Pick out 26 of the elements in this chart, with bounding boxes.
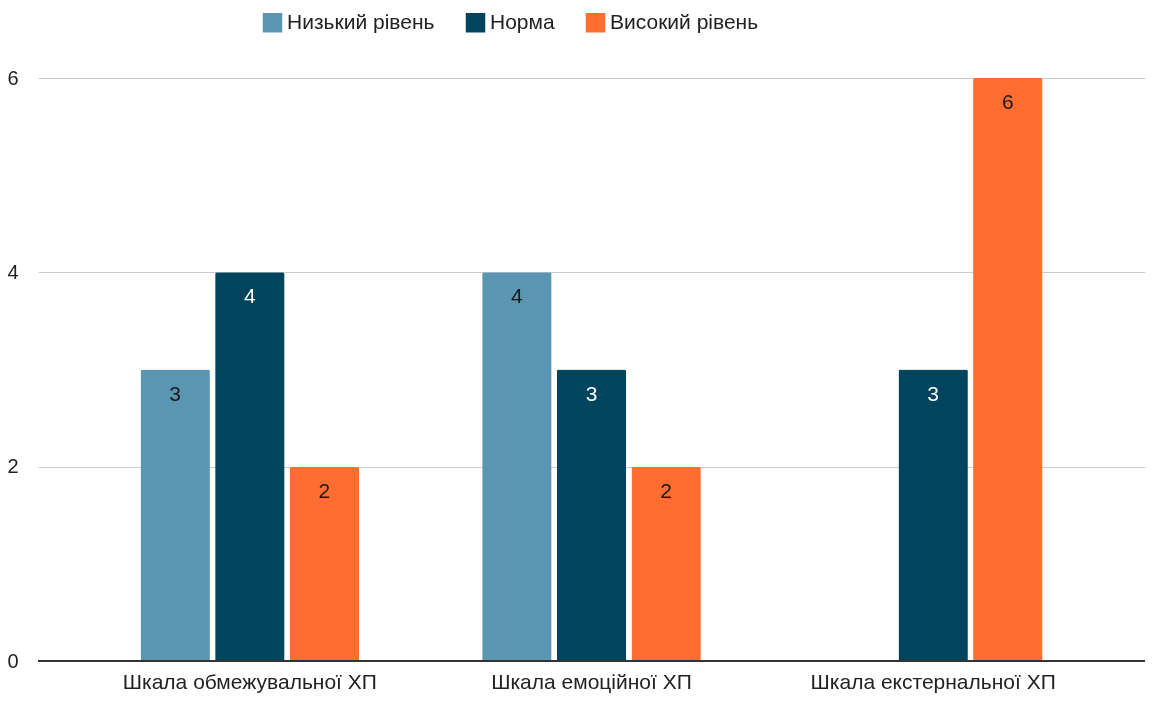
bar (631, 466, 701, 661)
bar (215, 272, 285, 661)
data-label: 6 (1001, 90, 1014, 113)
x-tick-label: Шкала екстернальної ХП (810, 669, 1056, 693)
y-tick-label: 6 (7, 66, 19, 89)
bar (140, 369, 210, 661)
data-label: 2 (318, 478, 331, 502)
bar (556, 369, 627, 661)
bar (289, 466, 360, 661)
legend-label: Норма (490, 9, 555, 33)
y-tick-label: 0 (7, 649, 19, 672)
x-tick-label: Шкала обмежувальної ХП (122, 669, 377, 693)
data-label: 3 (169, 381, 182, 405)
x-tick-label: Шкала емоційної ХП (491, 669, 692, 693)
bar (898, 369, 968, 661)
bar (973, 78, 1043, 661)
bar (482, 272, 552, 661)
data-label: 4 (511, 284, 524, 308)
y-tick-label: 2 (7, 455, 19, 478)
data-label: 3 (585, 381, 598, 405)
data-label: 4 (243, 284, 256, 308)
legend-label: Високий рівень (610, 9, 759, 33)
data-label: 2 (660, 478, 672, 502)
legend-label: Низький рівень (287, 9, 435, 33)
data-label: 3 (927, 381, 940, 405)
y-tick-label: 4 (7, 260, 19, 283)
